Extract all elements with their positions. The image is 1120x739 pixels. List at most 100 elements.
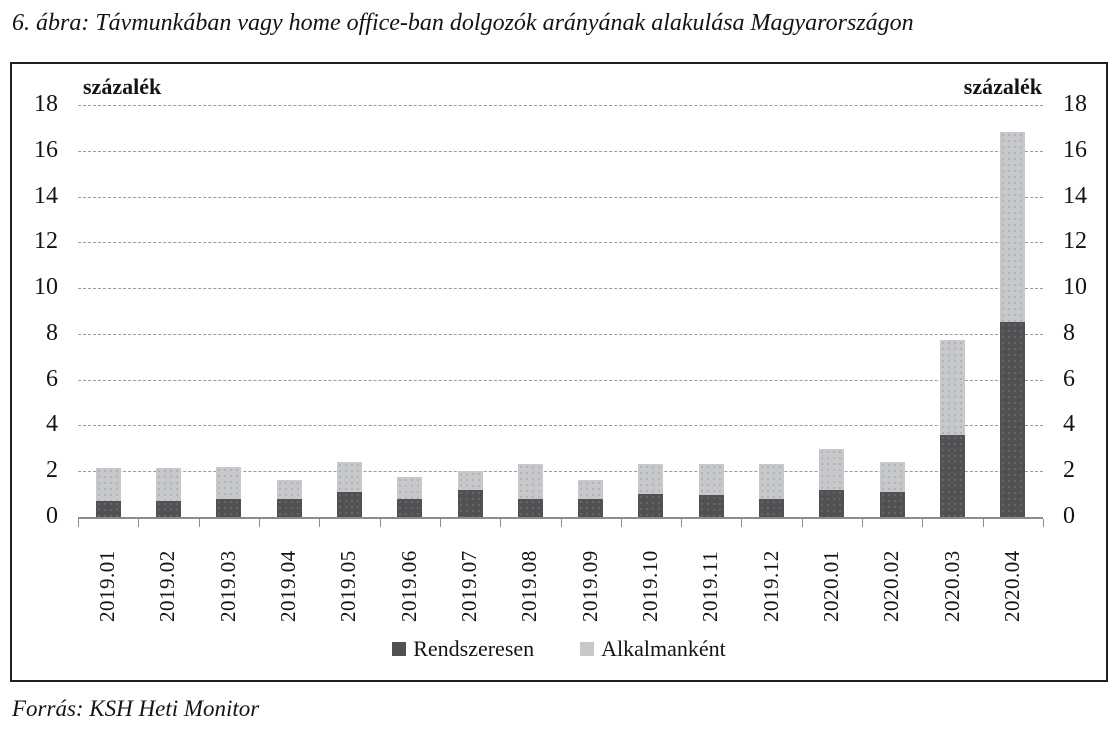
- x-axis-tick: [78, 519, 79, 527]
- gridline: [78, 105, 1043, 106]
- y-tick-label-left: 12: [34, 228, 58, 255]
- x-category-label: 2020.04: [999, 550, 1024, 622]
- bar-segment-regular: [759, 498, 785, 517]
- x-category-label: 2019.02: [155, 550, 180, 622]
- y-tick-label-right: 4: [1063, 411, 1075, 438]
- x-category-label: 2019.07: [457, 550, 482, 622]
- gridline: [78, 425, 1043, 427]
- bar-segment-regular: [397, 498, 423, 517]
- y-tick-label-right: 12: [1063, 228, 1087, 255]
- gridline: [78, 379, 1043, 381]
- x-axis-tick: [982, 519, 984, 527]
- x-category-label: 2019.04: [276, 550, 301, 622]
- y-tick-label-left: 4: [46, 411, 58, 438]
- y-tick-label-right: 2: [1063, 457, 1075, 484]
- legend-item-occasional: Alkalmanként: [580, 636, 726, 662]
- bar-segment-regular: [95, 500, 121, 517]
- bar-segment-occasional: [879, 462, 905, 492]
- bar-segment-occasional: [698, 464, 724, 496]
- y-tick-label-right: 18: [1063, 91, 1087, 117]
- x-axis-tick: [379, 519, 381, 527]
- source-note: Forrás: KSH Heti Monitor: [12, 696, 260, 721]
- y-tick-label-right: 6: [1063, 365, 1075, 392]
- x-category-label: 2019.08: [517, 550, 542, 622]
- x-category-label: 2019.12: [758, 550, 783, 622]
- x-axis-line: [78, 517, 1043, 519]
- x-category-label: 2019.06: [396, 550, 421, 622]
- y-axis-unit-left: százalék: [83, 74, 162, 99]
- y-tick-label-left: 8: [46, 319, 58, 346]
- x-category-label: 2019.11: [698, 551, 723, 622]
- bar-segment-occasional: [336, 462, 362, 492]
- plot-area: 0 0 2 2 4 4 6 6 8 8 10 10 12 12 14 14 16 16 18 18 2019.01 201…: [12, 64, 1106, 680]
- legend-swatch-regular: [392, 642, 407, 656]
- x-category-label: 2019.03: [215, 550, 240, 622]
- bar-segment-occasional: [95, 467, 121, 501]
- legend-item-regular: Rendszeresen: [392, 636, 534, 662]
- bar-segment-regular: [155, 500, 181, 517]
- bar-segment-occasional: [1000, 132, 1026, 323]
- bar-segment-regular: [698, 495, 724, 517]
- y-tick-label-left: 2: [46, 457, 58, 484]
- y-tick-label-left: 16: [34, 136, 58, 163]
- x-category-label: 2019.09: [577, 550, 602, 622]
- y-tick-label-right: 14: [1063, 182, 1087, 209]
- y-tick-label-right: 8: [1063, 319, 1075, 346]
- legend-label-regular: Rendszeresen: [413, 636, 535, 661]
- x-axis-tick: [681, 519, 683, 527]
- figure-title: 6. ábra: Távmunkában vagy home office-ba…: [12, 10, 914, 36]
- bar-segment-regular: [819, 489, 845, 517]
- x-axis-tick: [1043, 519, 1044, 527]
- legend-swatch-occasional: [580, 642, 595, 656]
- bar-segment-occasional: [517, 464, 543, 499]
- gridline: [78, 333, 1043, 335]
- x-axis-tick: [620, 519, 622, 527]
- y-tick-label-left: 0: [46, 503, 58, 529]
- y-tick-label-right: 16: [1063, 136, 1087, 163]
- bar-segment-regular: [276, 498, 302, 517]
- bar-segment-regular: [578, 498, 604, 517]
- y-tick-label-left: 14: [34, 182, 58, 209]
- bar-segment-regular: [457, 489, 483, 517]
- bar-segment-occasional: [759, 464, 785, 499]
- bar-segment-occasional: [155, 467, 181, 501]
- bar-segment-occasional: [638, 464, 664, 495]
- bar-segment-occasional: [940, 339, 966, 435]
- x-axis-tick: [741, 519, 743, 527]
- x-axis-tick: [560, 519, 562, 527]
- bar-segment-regular: [1000, 322, 1026, 517]
- bar-segment-regular: [517, 498, 543, 517]
- gridline: [78, 242, 1043, 244]
- x-axis-tick: [198, 519, 200, 527]
- bar-segment-regular: [336, 491, 362, 517]
- x-category-label: 2019.05: [336, 550, 361, 622]
- x-category-label: 2020.01: [818, 550, 843, 622]
- x-axis-tick: [319, 519, 321, 527]
- bar-segment-regular: [940, 434, 966, 517]
- bar-segment-regular: [216, 498, 242, 517]
- x-axis-tick: [500, 519, 502, 527]
- legend: Rendszeresen Alkalmanként: [12, 636, 1106, 662]
- bar-segment-occasional: [216, 466, 242, 499]
- bar-segment-occasional: [457, 471, 483, 490]
- bar-segment-occasional: [397, 476, 423, 499]
- y-tick-label-left: 10: [34, 274, 58, 301]
- gridline: [78, 288, 1043, 290]
- y-tick-label-right: 10: [1063, 274, 1087, 301]
- chart-panel: százalék százalék 0 0 2 2 4 4 6 6 8 8 10 10 12 12 14 14…: [10, 62, 1108, 682]
- x-category-label: 2020.03: [939, 550, 964, 622]
- gridline: [78, 471, 1043, 473]
- y-tick-label-left: 18: [34, 91, 58, 117]
- bar-segment-regular: [638, 494, 664, 517]
- x-axis-tick: [138, 519, 140, 527]
- bar-segment-occasional: [578, 480, 604, 499]
- bar-segment-occasional: [276, 480, 302, 499]
- x-axis-tick: [862, 519, 864, 527]
- y-axis-unit-right: százalék: [963, 74, 1042, 99]
- x-category-label: 2019.10: [637, 550, 662, 622]
- x-axis-tick: [922, 519, 924, 527]
- gridline: [78, 150, 1043, 152]
- x-axis-tick: [439, 519, 441, 527]
- gridline: [78, 196, 1043, 198]
